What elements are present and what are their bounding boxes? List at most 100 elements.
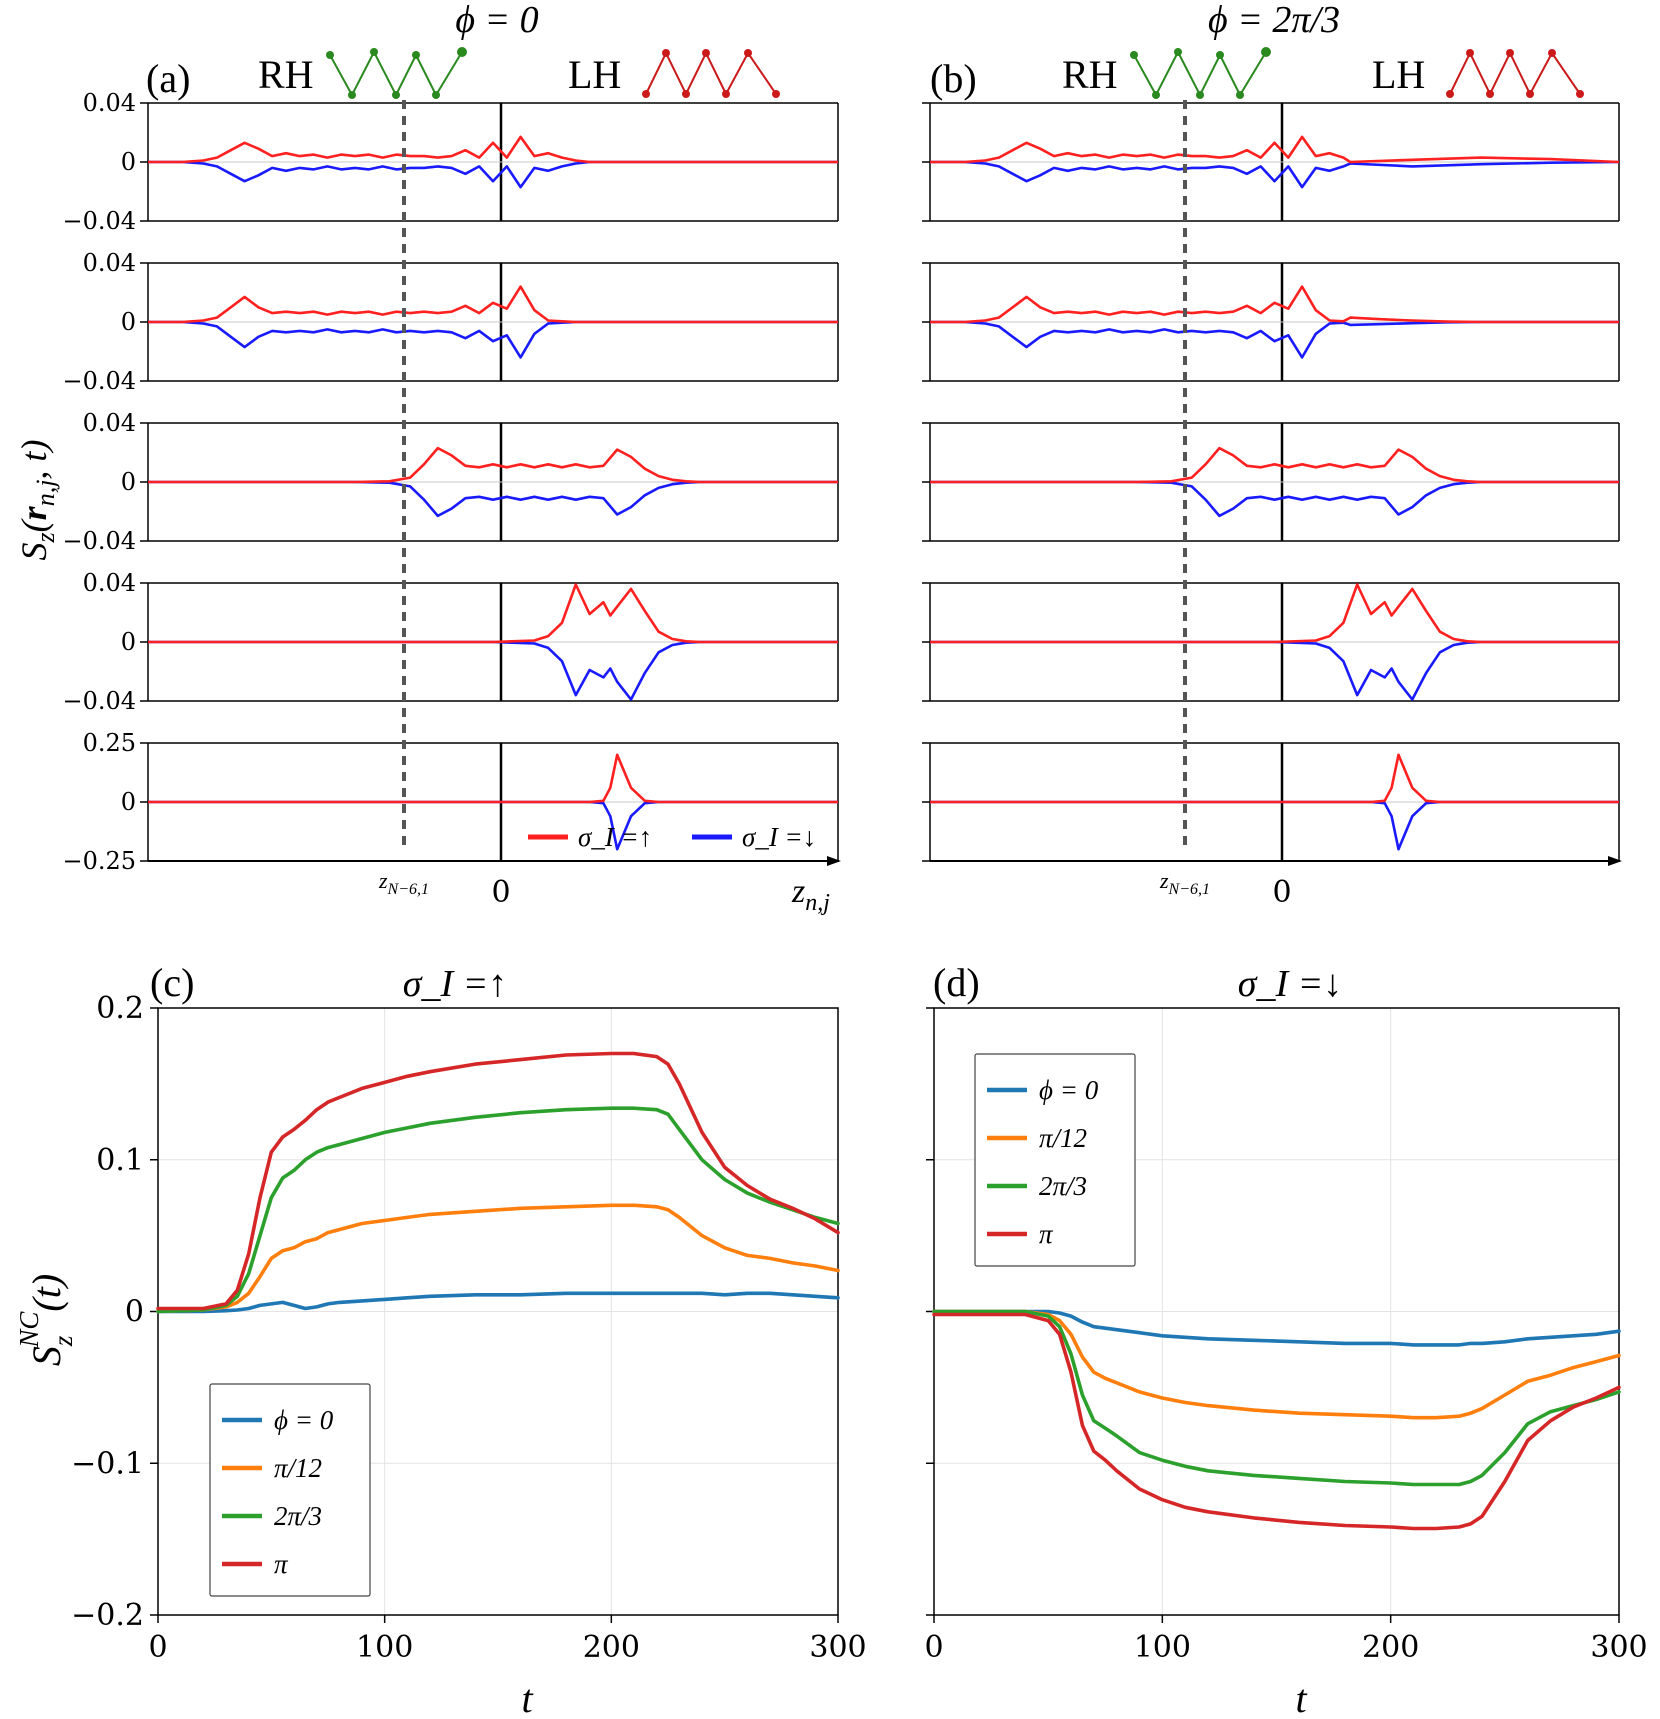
lh-helix-icon-b bbox=[1446, 49, 1584, 98]
panel-b-subplot-5 bbox=[922, 742, 1620, 862]
spin-down-line bbox=[148, 480, 838, 518]
rh-helix-icon-b bbox=[1130, 47, 1271, 99]
panel-b-subplot-1 bbox=[922, 102, 1620, 222]
panel-d-plot: 0 100 200 300 ϕ = 0 π/12 2π/3 π bbox=[924, 1007, 1648, 1665]
y-tick-label: −0.2 bbox=[71, 1598, 144, 1633]
x-tick-label: 0 bbox=[924, 1630, 943, 1665]
spin-up-line bbox=[148, 135, 838, 164]
spin-up-line bbox=[930, 753, 1619, 804]
y-tick-label: 0 bbox=[121, 628, 136, 656]
y-tick-label: 0 bbox=[121, 148, 136, 176]
spin-up-line bbox=[148, 583, 838, 644]
spin-down-line bbox=[148, 800, 838, 851]
legend-label-2: π/12 bbox=[1039, 1123, 1087, 1153]
panel-a-xtick-z: zN−6,1 bbox=[378, 868, 429, 898]
y-tick-label: 0.25 bbox=[83, 729, 136, 757]
y-tick-label: 0 bbox=[125, 1295, 144, 1330]
panel-b-plots bbox=[922, 102, 1620, 862]
panel-d-label: (d) bbox=[933, 960, 980, 1005]
legend-box bbox=[209, 1383, 371, 1597]
series-line-4 bbox=[156, 1051, 840, 1311]
series-line-4 bbox=[932, 1312, 1621, 1531]
lh-helix-icon-a bbox=[642, 49, 780, 98]
panel-b-subplot-3 bbox=[922, 422, 1620, 542]
panel-c-plot: 0 100 200 300 0.2 0.1 0 −0.1 −0.2 ϕ = 0 π/12 2π/3 π bbox=[71, 991, 866, 1665]
x-tick-label: 200 bbox=[583, 1630, 640, 1665]
y-tick-label: −0.04 bbox=[62, 687, 136, 715]
series-line-1 bbox=[932, 1309, 1621, 1347]
panel-a-xtick-zero: 0 bbox=[491, 875, 510, 910]
spin-down-line bbox=[930, 800, 1619, 851]
y-tick-label: 0 bbox=[121, 468, 136, 496]
legend-label-1: ϕ = 0 bbox=[274, 1405, 334, 1435]
panel-d-title: σ_I =↓ bbox=[1238, 963, 1343, 1005]
x-tick-label: 300 bbox=[809, 1630, 866, 1665]
x-tick-label: 100 bbox=[1134, 1630, 1191, 1665]
panel-c-title: σ_I =↑ bbox=[403, 963, 508, 1005]
legend-label-2: π/12 bbox=[274, 1453, 322, 1483]
spin-down-line bbox=[930, 160, 1620, 189]
spin-down-line bbox=[148, 320, 838, 359]
legend: ϕ = 0 π/12 2π/3 π bbox=[974, 1053, 1136, 1267]
spin-up-line bbox=[148, 446, 838, 484]
spin-down-line bbox=[148, 160, 838, 189]
x-tick-label: 0 bbox=[148, 1630, 167, 1665]
series-line-2 bbox=[156, 1203, 840, 1314]
y-tick-label: 0.04 bbox=[83, 569, 136, 597]
y-tick-label: 0.04 bbox=[83, 409, 136, 437]
panel-c-ylabel: SzNC(t) bbox=[14, 1274, 78, 1366]
panel-b-label: (b) bbox=[930, 56, 977, 101]
panel-a-subplot-5: 0.25 0 −0.25 bbox=[62, 729, 839, 875]
y-tick-label: 0 bbox=[121, 308, 136, 336]
panel-a-subplot-3: 0.04 0 −0.04 bbox=[62, 409, 839, 555]
legend-label-3: 2π/3 bbox=[274, 1501, 322, 1531]
panel-a-legend: σ_I =↑ σ_I =↓ bbox=[528, 822, 816, 852]
panel-c-label: (c) bbox=[150, 960, 194, 1005]
legend-label-4: π bbox=[274, 1549, 289, 1579]
panel-a-subplot-2: 0.04 0 −0.04 bbox=[62, 249, 839, 395]
rh-helix-icon-a bbox=[326, 47, 467, 99]
y-tick-label: 0.2 bbox=[96, 991, 144, 1026]
spin-up-line bbox=[148, 753, 838, 804]
legend-box bbox=[974, 1053, 1136, 1267]
y-tick-label: −0.04 bbox=[62, 207, 136, 235]
legend-label-4: π bbox=[1039, 1219, 1054, 1249]
y-tick-label: 0 bbox=[121, 788, 136, 816]
panel-b-xtick-z: zN−6,1 bbox=[1159, 868, 1210, 898]
y-tick-label: 0.1 bbox=[96, 1143, 144, 1178]
y-tick-label: 0.04 bbox=[83, 249, 136, 277]
legend-label-1: ϕ = 0 bbox=[1039, 1075, 1099, 1105]
series-line-1 bbox=[156, 1291, 840, 1314]
panel-b-rh-label: RH bbox=[1062, 52, 1118, 97]
spin-up-line bbox=[930, 446, 1619, 484]
series-line-3 bbox=[156, 1106, 840, 1314]
panel-b-subplot-4 bbox=[922, 582, 1620, 702]
legend-down-label: σ_I =↓ bbox=[742, 822, 816, 852]
y-tick-label: −0.04 bbox=[62, 527, 136, 555]
y-tick-label: −0.04 bbox=[62, 367, 136, 395]
panel-a-label: (a) bbox=[146, 56, 190, 101]
legend-up-label: σ_I =↑ bbox=[578, 822, 652, 852]
panel-b-subplot-2 bbox=[922, 262, 1620, 382]
panel-a-rh-label: RH bbox=[258, 52, 314, 97]
spin-down-line bbox=[148, 640, 838, 701]
y-tick-label: −0.1 bbox=[71, 1446, 144, 1481]
panel-a-ylabel: Sz(rn,j, t) bbox=[14, 440, 60, 561]
panel-d-xlabel: t bbox=[1295, 1676, 1307, 1719]
y-tick-label: −0.25 bbox=[62, 847, 136, 875]
spin-down-line bbox=[930, 320, 1619, 359]
panel-a-plots: 0.04 0 −0.04 0.04 0 −0.04 0.04 0 −0.04 0.04 0 −0.04… bbox=[62, 89, 839, 875]
y-tick-label: 0.04 bbox=[83, 89, 136, 117]
spin-up-line bbox=[148, 285, 838, 324]
panel-a-subplot-1: 0.04 0 −0.04 bbox=[62, 89, 839, 235]
legend: ϕ = 0 π/12 2π/3 π bbox=[209, 1383, 371, 1597]
x-tick-label: 200 bbox=[1362, 1630, 1419, 1665]
panel-c-xlabel: t bbox=[521, 1676, 533, 1719]
spin-down-line bbox=[930, 640, 1619, 701]
panel-b-title: ϕ = 2π/3 bbox=[1208, 0, 1340, 41]
x-tick-label: 100 bbox=[356, 1630, 413, 1665]
panel-a-xlabel: zn,j bbox=[791, 873, 830, 916]
panel-b-lh-label: LH bbox=[1372, 52, 1425, 97]
panel-b-xtick-zero: 0 bbox=[1272, 875, 1291, 910]
